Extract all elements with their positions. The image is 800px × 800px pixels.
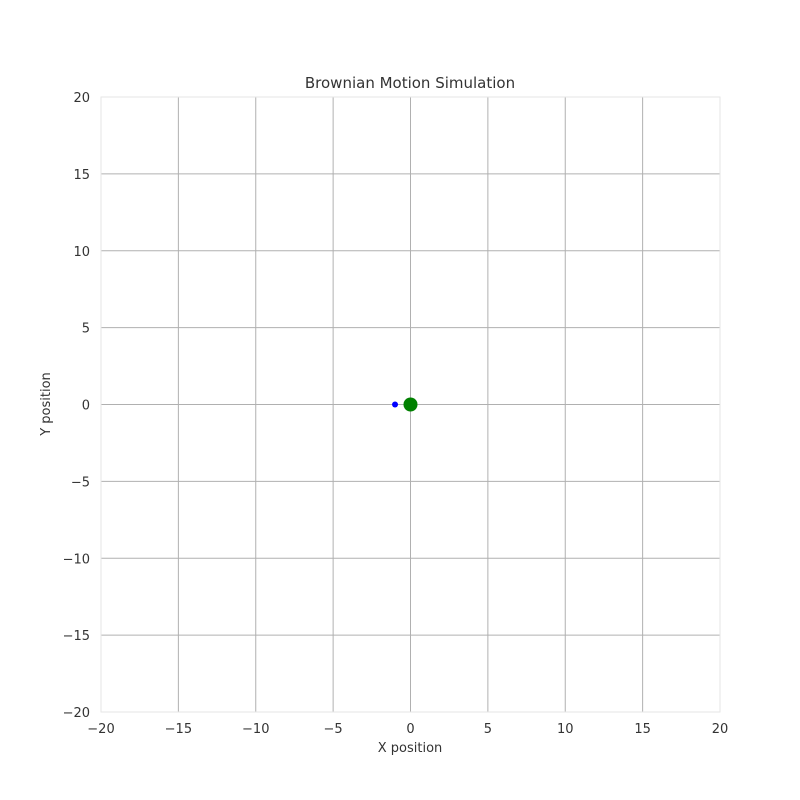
x-tick-label: −5 [324,722,343,737]
y-tick-label: 10 [73,245,90,260]
x-tick-label: −15 [165,722,192,737]
x-tick-label: 20 [712,722,729,737]
y-tick-label: 20 [73,91,90,106]
y-tick-label: −10 [63,552,90,567]
x-tick-label: 5 [484,722,492,737]
y-tick-labels: −20 −15 −10 −5 0 5 10 15 20 [63,91,90,721]
y-tick-label: −15 [63,629,90,644]
x-tick-labels: −20 −15 −10 −5 0 5 10 15 20 [87,722,728,737]
plot-frame [100,96,721,713]
x-tick-label: 0 [406,722,414,737]
x-tick-label: −10 [242,722,269,737]
y-tick-label: 5 [82,322,90,337]
y-tick-label: 15 [73,168,90,183]
x-tick-label: −20 [87,722,114,737]
y-tick-label: −20 [63,706,90,721]
x-axis-label: X position [378,741,443,756]
y-axis-label: Y position [39,372,54,437]
particle-point-1 [392,401,399,408]
x-tick-label: 15 [634,722,651,737]
data-points [392,397,418,412]
y-tick-label: 0 [82,399,90,414]
y-tick-label: −5 [71,475,90,490]
chart-title: Brownian Motion Simulation [305,74,515,92]
particle-point-2 [403,397,418,412]
x-tick-label: 10 [557,722,574,737]
